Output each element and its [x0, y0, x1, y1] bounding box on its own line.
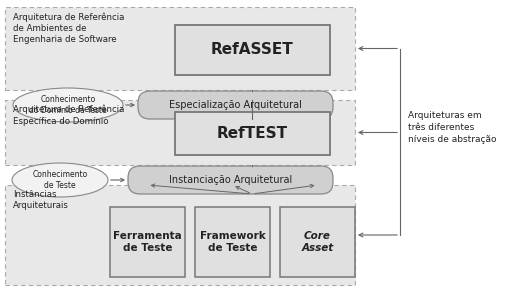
- Text: Arquiteturas em
três diferentes
níveis de abstração: Arquiteturas em três diferentes níveis d…: [408, 111, 497, 144]
- Text: Instanciação Arquitetural: Instanciação Arquitetural: [169, 175, 292, 185]
- FancyBboxPatch shape: [128, 166, 333, 194]
- Text: Conhecimento
do Domínio de Teste: Conhecimento do Domínio de Teste: [29, 95, 107, 115]
- FancyBboxPatch shape: [5, 7, 355, 90]
- Text: RefTEST: RefTEST: [217, 126, 288, 141]
- Text: Instâncias
Arquiteturais: Instâncias Arquiteturais: [13, 190, 69, 210]
- Ellipse shape: [12, 163, 108, 197]
- FancyBboxPatch shape: [138, 91, 333, 119]
- FancyBboxPatch shape: [280, 207, 355, 277]
- FancyBboxPatch shape: [175, 112, 330, 155]
- FancyBboxPatch shape: [5, 100, 355, 165]
- FancyBboxPatch shape: [195, 207, 270, 277]
- Text: Arquitetura de Referência
de Ambientes de
Engenharia de Software: Arquitetura de Referência de Ambientes d…: [13, 12, 124, 44]
- Text: Especialização Arquitetural: Especialização Arquitetural: [169, 100, 302, 110]
- Text: Framework
de Teste: Framework de Teste: [200, 231, 265, 253]
- Ellipse shape: [13, 88, 123, 122]
- FancyBboxPatch shape: [5, 185, 355, 285]
- Text: Core
Asset: Core Asset: [301, 231, 333, 253]
- FancyBboxPatch shape: [110, 207, 185, 277]
- FancyBboxPatch shape: [175, 25, 330, 75]
- Text: Conhecimento
de Teste: Conhecimento de Teste: [33, 170, 88, 190]
- Text: Arquitetura de Referência
Específica do Domínio: Arquitetura de Referência Específica do …: [13, 105, 124, 126]
- Text: Ferramenta
de Teste: Ferramenta de Teste: [113, 231, 182, 253]
- Text: RefASSET: RefASSET: [211, 43, 294, 57]
